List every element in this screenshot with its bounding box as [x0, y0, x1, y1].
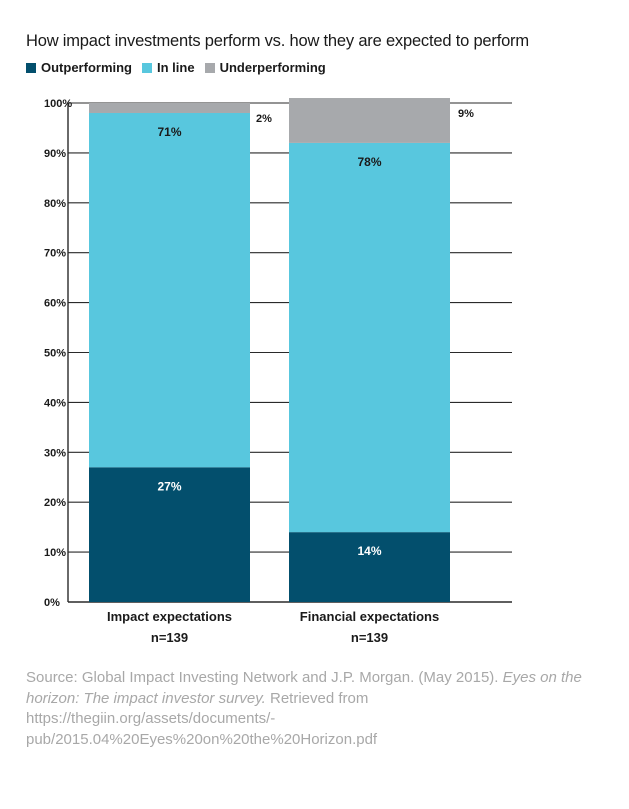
x-sample-size-label: n=139: [351, 630, 388, 645]
y-tick-label: 90%: [44, 148, 66, 160]
bar-segment-underperforming: [89, 103, 250, 113]
data-label: 2%: [256, 113, 272, 125]
bar-segment-underperforming: [289, 98, 450, 143]
legend-item-outperforming: Outperforming: [26, 60, 132, 75]
x-category-label: Impact expectations: [107, 609, 232, 624]
bar-segment-outperforming: [89, 467, 250, 602]
source-suffix: Retrieved from https://thegiin.org/asset…: [26, 689, 378, 748]
stacked-bar-chart: 0% 10% 20% 30% 40% 50% 60% 70% 80% 90% 100% 27% 71% 2…: [44, 98, 512, 645]
bar-segment-in-line: [289, 142, 450, 533]
source-title: Eyes on the horizon: The impact investor…: [26, 669, 582, 707]
y-tick-label: 10%: [44, 547, 66, 559]
y-tick-label: 20%: [44, 497, 66, 509]
legend-label-in-line: In line: [157, 60, 195, 75]
legend-label-outperforming: Outperforming: [41, 60, 132, 75]
data-label: 27%: [157, 479, 181, 493]
bar-segment-outperforming: [289, 532, 450, 602]
legend-label-underperforming: Underperforming: [219, 60, 326, 75]
bar-segment-in-line: [89, 112, 250, 468]
chart-title: How impact investments perform vs. how t…: [26, 32, 529, 50]
y-tick-label: 0%: [44, 597, 60, 609]
data-label: 78%: [357, 155, 381, 169]
y-tick-label: 100%: [44, 98, 72, 110]
data-label: 9%: [458, 108, 474, 120]
y-tick-label: 60%: [44, 298, 66, 310]
y-tick-label: 70%: [44, 248, 66, 260]
x-category-label: Financial expectations: [300, 609, 439, 624]
legend-swatch-in-line: [142, 62, 152, 73]
y-tick-label: 30%: [44, 447, 66, 459]
data-label: 71%: [157, 125, 181, 139]
legend-swatch-underperforming: [204, 62, 215, 73]
y-tick-label: 50%: [44, 348, 66, 360]
source-prefix: Source: Global Impact Investing Network …: [26, 669, 503, 686]
x-sample-size-label: n=139: [151, 630, 188, 645]
y-tick-label: 40%: [44, 397, 66, 409]
legend-item-underperforming: Underperforming: [204, 60, 326, 75]
data-label: 14%: [357, 544, 381, 558]
y-tick-label: 80%: [44, 198, 66, 210]
source-citation: Source: Global Impact Investing Network …: [26, 668, 606, 750]
chart-legend: Outperforming In line Underperforming: [26, 60, 326, 75]
legend-item-in-line: In line: [142, 60, 195, 75]
legend-swatch-outperforming: [26, 62, 36, 73]
